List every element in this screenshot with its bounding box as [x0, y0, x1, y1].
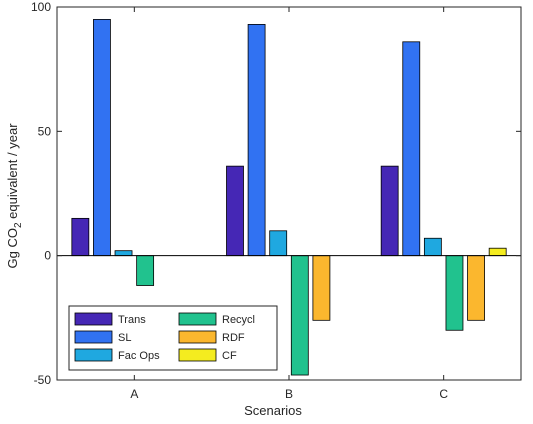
y-axis-label-rest: equivalent / year: [5, 123, 20, 223]
legend-swatch-rdf: [178, 330, 217, 344]
bar-trans-c: [380, 165, 399, 257]
x-axis-label: Scenarios: [244, 403, 302, 418]
y-tick-label: 0: [44, 249, 51, 263]
y-axis-label-main: Gg CO: [5, 228, 20, 268]
bar-trans-b: [226, 165, 244, 257]
legend-label-rdf: RDF: [222, 332, 245, 344]
y-tick-label: -50: [34, 373, 52, 387]
y-axis-label: Gg CO2 equivalent / year: [5, 123, 24, 269]
x-tick-label: A: [130, 387, 138, 401]
bar-fac-ops-c: [423, 237, 442, 257]
y-tick-label: 50: [38, 124, 52, 138]
legend-swatch-cf: [178, 348, 217, 362]
bar-sl-b: [247, 24, 266, 257]
bars: [71, 19, 507, 376]
legend-swatch-trans: [74, 312, 113, 326]
legend-label-sl: SL: [118, 332, 131, 344]
x-tick-label: C: [439, 387, 448, 401]
bar-recycl-a: [136, 255, 155, 286]
legend-swatch-sl: [74, 330, 113, 344]
legend-swatch-recycl: [178, 312, 217, 326]
bar-sl-a: [93, 19, 111, 257]
legend: Trans SL Fac Ops Recycl RDF CF: [68, 305, 278, 371]
legend-swatch-fac-ops: [74, 348, 113, 362]
bar-rdf-c: [467, 255, 485, 321]
bar-recycl-b: [290, 255, 309, 376]
legend-label-fac-ops: Fac Ops: [118, 350, 160, 362]
x-tick-label: B: [285, 387, 293, 401]
legend-label-cf: CF: [222, 350, 237, 362]
legend-label-trans: Trans: [118, 314, 146, 326]
y-axis-label-subscript: 2: [13, 222, 24, 228]
bar-fac-ops-b: [269, 230, 288, 257]
bar-fac-ops-a: [114, 250, 133, 257]
bar-sl-c: [402, 41, 421, 257]
axes: -50 0 50 100 A B C: [31, 0, 522, 401]
bar-recycl-c: [445, 255, 464, 331]
legend-label-recycl: Recycl: [222, 314, 255, 326]
y-tick-label: 100: [31, 0, 51, 14]
bar-trans-a: [71, 217, 90, 257]
bar-rdf-b: [312, 255, 331, 321]
bar-cf-c: [488, 247, 507, 257]
